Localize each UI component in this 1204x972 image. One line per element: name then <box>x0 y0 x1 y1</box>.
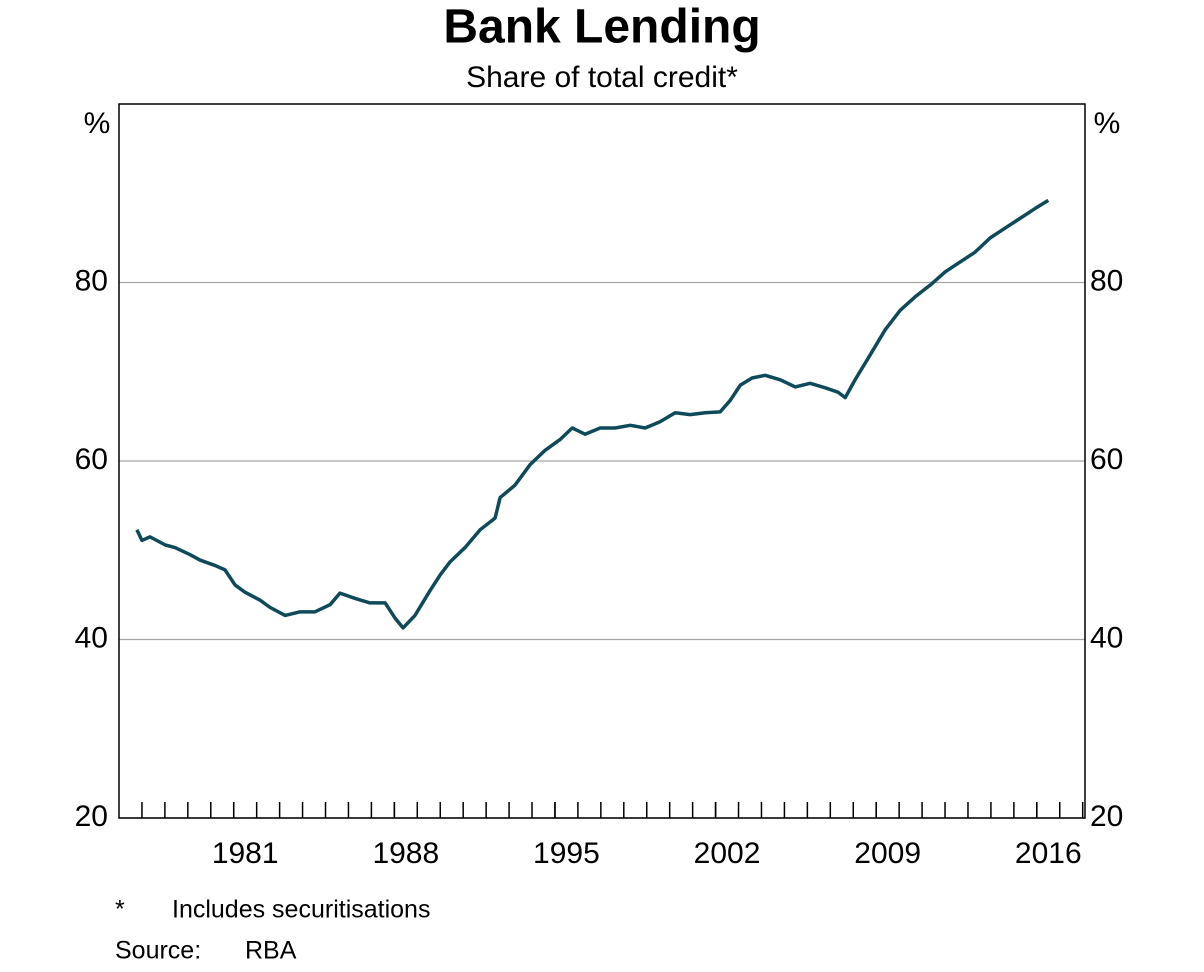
y2-tick-label: 80 <box>1090 264 1123 297</box>
y2-tick-label: 20 <box>1090 800 1123 833</box>
y-axis-unit: % <box>84 107 111 140</box>
y-tick-label: 40 <box>75 621 108 654</box>
x-tick-label: 1981 <box>212 837 279 870</box>
y2-tick-label: 40 <box>1090 621 1123 654</box>
footnote-text: Includes securitisations <box>172 896 430 924</box>
y2-axis-unit: % <box>1094 107 1121 140</box>
source-text: RBA <box>245 937 297 965</box>
x-tick-label: 1988 <box>372 837 439 870</box>
x-tick-label: 1995 <box>533 837 600 870</box>
y-tick-label: 60 <box>75 443 108 476</box>
y-tick-label: 20 <box>75 800 108 833</box>
x-tick-label: 2016 <box>1015 837 1082 870</box>
y2-tick-label: 60 <box>1090 443 1123 476</box>
x-tick-label: 2009 <box>854 837 921 870</box>
data-line <box>135 198 1050 630</box>
y-tick-label: 80 <box>75 264 108 297</box>
plot-frame <box>118 103 1086 819</box>
source-label: Source: <box>115 937 201 965</box>
chart-subtitle: Share of total credit* <box>466 61 738 94</box>
x-tick-label: 2002 <box>694 837 761 870</box>
chart-title: Bank Lending <box>443 1 760 54</box>
footnote-marker: * <box>115 896 125 924</box>
